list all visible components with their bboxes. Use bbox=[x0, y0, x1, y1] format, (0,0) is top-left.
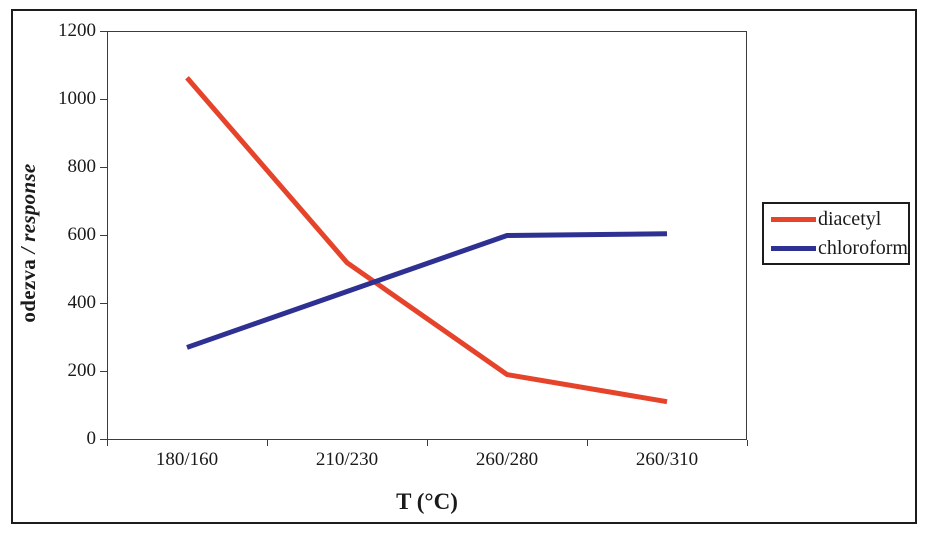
x-axis-tick bbox=[107, 440, 108, 446]
legend-label-diacetyl: diacetyl bbox=[818, 207, 882, 230]
series-line-diacetyl bbox=[185, 76, 668, 405]
series-line-chloroform bbox=[186, 231, 668, 350]
legend-line-sample-diacetyl bbox=[771, 216, 816, 222]
y-axis-tick-label: 600 bbox=[67, 224, 97, 245]
y-axis-tick bbox=[100, 303, 107, 304]
x-axis-tick-label: 260/310 bbox=[635, 449, 699, 470]
y-axis-tick bbox=[100, 31, 107, 32]
y-axis-tick bbox=[100, 371, 107, 372]
legend-line-sample-chloroform bbox=[771, 245, 816, 251]
x-axis-tick bbox=[747, 440, 748, 446]
x-axis-tick-label: 260/280 bbox=[475, 449, 539, 470]
y-axis-tick-label: 200 bbox=[67, 360, 97, 381]
x-axis-title: T (°C) bbox=[396, 489, 458, 514]
y-axis-tick-label: 800 bbox=[67, 156, 97, 177]
y-axis-tick-label: 1200 bbox=[58, 20, 96, 41]
x-axis-tick bbox=[427, 440, 428, 446]
y-axis-tick bbox=[100, 167, 107, 168]
y-axis-tick bbox=[100, 439, 107, 440]
y-axis-tick bbox=[100, 235, 107, 236]
legend-label-chloroform: chloroform bbox=[818, 236, 908, 259]
legend: diacetyl chloroform bbox=[762, 202, 910, 265]
legend-item-chloroform: chloroform bbox=[771, 236, 908, 259]
series-plot-svg bbox=[185, 76, 668, 405]
x-axis-tick bbox=[587, 440, 588, 446]
y-axis-tick-label: 1000 bbox=[58, 88, 96, 109]
legend-item-diacetyl: diacetyl bbox=[771, 207, 908, 230]
plot-area bbox=[107, 31, 747, 440]
chart-outer-frame bbox=[11, 9, 917, 524]
x-axis-tick-label: 210/230 bbox=[315, 449, 379, 470]
y-axis-tick-label: 0 bbox=[86, 428, 97, 449]
y-axis-tick bbox=[100, 99, 107, 100]
x-axis-tick bbox=[267, 440, 268, 446]
x-axis-tick-label: 180/160 bbox=[155, 449, 219, 470]
y-axis-tick-label: 400 bbox=[67, 292, 97, 313]
